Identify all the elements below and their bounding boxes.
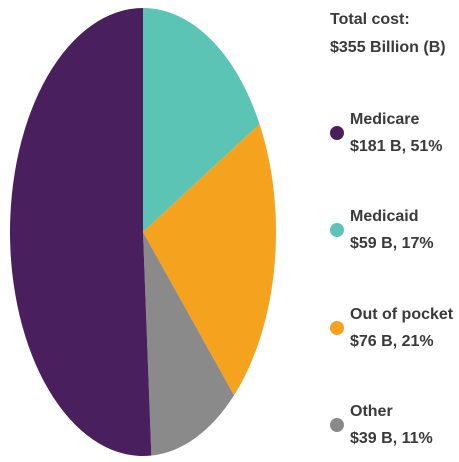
pie-slice [143,8,260,232]
legend-swatch [330,223,344,237]
chart-title: Total cost: [330,11,410,28]
value-label: $59 B, 17% [350,235,434,252]
legend-swatch [330,321,344,335]
pie-slice [143,232,235,456]
pie-slice [9,8,152,456]
value-label: $181 B, 51% [350,138,443,155]
value-label: $39 B, 11% [350,430,433,447]
legend-label: Out of pocket [350,306,454,323]
legend-swatch [330,418,344,432]
legend-label: Medicaid [350,208,418,225]
legend-label: Other [350,403,393,420]
value-label: $76 B, 21% [350,333,434,350]
legend-label: Medicare [350,111,419,128]
legend-swatch [330,126,344,140]
pie-slice [143,124,277,396]
chart-subtitle: $355 Billion (B) [330,39,446,56]
